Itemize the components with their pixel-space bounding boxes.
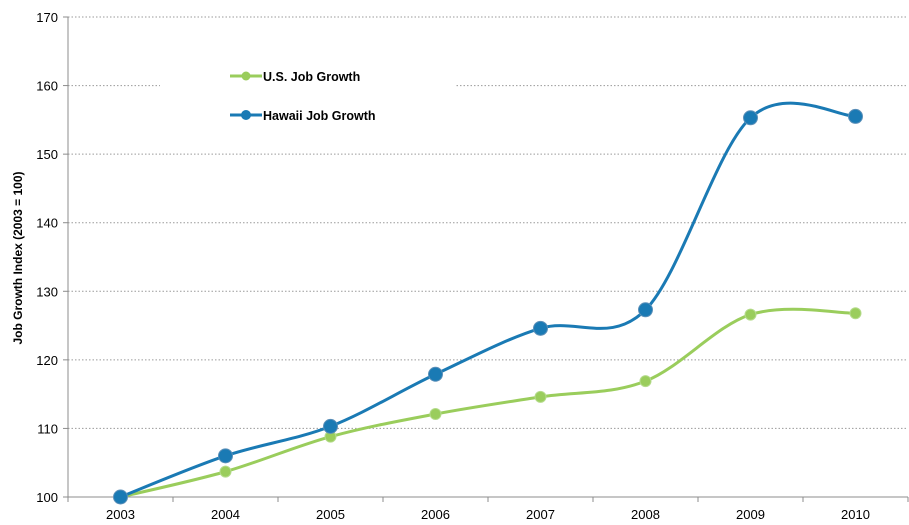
x-tick-label-2004: 2004 [211,507,240,522]
data-point-2010 [848,108,863,124]
data-point-2008 [638,302,653,318]
legend: U.S. Job Growth Hawaii Job Growth [230,70,376,123]
data-point-2005 [323,418,338,434]
x-tick-label-2003: 2003 [106,507,135,522]
series-line [119,307,857,499]
data-point-2006 [429,408,442,421]
y-tick-label-150: 150 [36,147,58,162]
legend-swatch-marker [241,71,251,81]
data-point-2007 [533,320,548,336]
x-tick-label-2006: 2006 [421,507,450,522]
legend-item-us: U.S. Job Growth [230,70,360,84]
legend-background [160,60,455,140]
data-point-2008 [639,375,652,388]
legend-item-hawaii: Hawaii Job Growth [230,109,376,123]
legend-label: U.S. Job Growth [263,70,360,84]
series-hawaii [113,101,863,505]
y-tick-label-110: 110 [37,421,58,436]
data-point-2006 [428,366,443,382]
x-tick-label-2009: 2009 [736,507,765,522]
series-group [113,101,863,505]
x-tick-label-2007: 2007 [526,507,555,522]
data-point-2009 [743,110,758,126]
x-tick-label-2008: 2008 [631,507,660,522]
data-point-2004 [218,448,233,464]
x-axis-ticks: 2003 2004 2005 2006 2007 2008 2009 2010 [67,497,909,522]
y-tick-label-140: 140 [36,216,58,231]
data-point-2003 [113,489,128,505]
legend-swatch-marker [241,110,251,120]
y-tick-label-100: 100 [36,490,58,505]
series-line [119,101,857,499]
y-tick-label-120: 120 [36,353,58,368]
data-point-2009 [744,308,757,321]
x-tick-label-2005: 2005 [316,507,345,522]
y-tick-label-130: 130 [36,284,58,299]
y-tick-label-170: 170 [36,10,58,25]
y-tick-label-160: 160 [36,79,58,94]
x-tick-label-2010: 2010 [841,507,870,522]
y-axis-label: Job Growth Index (2003 = 100) [11,171,25,344]
y-axis-ticks: 100 110 120 130 140 150 160 170 [36,10,68,505]
data-point-2007 [534,390,547,403]
data-point-2010 [849,307,862,320]
series-us [114,307,862,503]
legend-label: Hawaii Job Growth [263,109,376,123]
data-point-2004 [219,465,232,478]
